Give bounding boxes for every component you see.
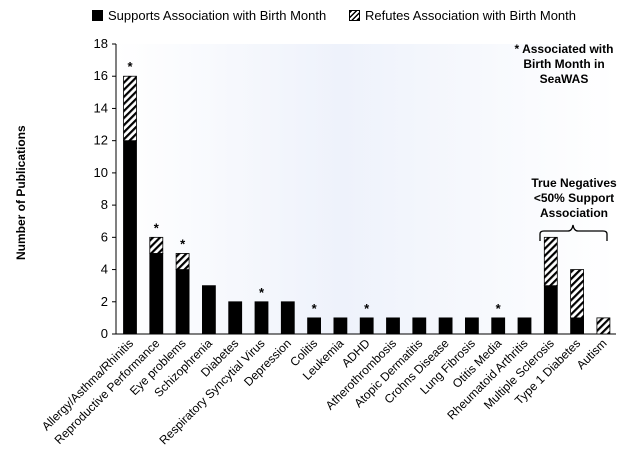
bar-supports	[280, 301, 295, 335]
bar-supports	[254, 301, 269, 335]
seawas-markers: * * * * * * *	[127, 59, 501, 316]
hatched-swatch-icon	[349, 10, 360, 21]
x-tick-label: Autism	[574, 336, 610, 372]
y-tick-label: 18	[94, 36, 108, 51]
bar-refutes	[570, 269, 584, 319]
bar-supports	[491, 317, 506, 335]
seawas-marker: *	[364, 301, 370, 316]
bar-supports	[464, 317, 479, 335]
plot-background	[116, 44, 616, 334]
bar-supports	[201, 285, 216, 335]
bar-refutes	[123, 75, 137, 142]
solid-swatch-icon	[92, 10, 103, 21]
y-tick-label: 6	[101, 229, 108, 244]
seawas-marker: *	[312, 301, 318, 316]
bars	[123, 75, 611, 335]
bar-refutes	[596, 317, 611, 335]
seawas-marker: *	[180, 236, 186, 251]
seawas-marker: *	[496, 301, 502, 316]
legend-supports-label: Supports Association with Birth Month	[108, 8, 327, 23]
bar-supports	[333, 317, 348, 335]
bar-refutes	[149, 236, 164, 254]
bar-refutes	[175, 253, 190, 270]
bar-supports	[228, 301, 243, 335]
seawas-note: * Associated with Birth Month in SeaWAS	[514, 42, 614, 86]
y-tick-label: 0	[101, 326, 108, 341]
bar-supports	[307, 317, 322, 335]
y-tick-label: 8	[101, 197, 108, 212]
y-axis-title: Number of Publications	[14, 125, 28, 260]
y-tick-label: 12	[94, 133, 108, 148]
x-tick-label: Reproductive Performance	[52, 336, 163, 447]
legend-supports: Supports Association with Birth Month	[92, 8, 326, 23]
y-tick-label: 10	[94, 165, 108, 180]
bar-supports	[175, 269, 190, 335]
legend-refutes-label: Refutes Association with Birth Month	[365, 8, 576, 23]
bar-supports	[517, 317, 532, 335]
bar-supports	[570, 317, 584, 335]
y-tick-label: 2	[101, 294, 108, 309]
y-tick-label: 4	[101, 262, 108, 277]
bar-supports	[543, 285, 558, 335]
seawas-marker: *	[259, 285, 265, 300]
seawas-marker: *	[127, 59, 133, 74]
seawas-marker: *	[154, 220, 160, 235]
y-tick-label: 16	[94, 68, 108, 83]
bar-supports	[359, 317, 374, 335]
y-tick-label: 14	[94, 100, 108, 115]
legend-refutes: Refutes Association with Birth Month	[349, 8, 576, 23]
true-negatives-note: True Negatives <50% Support Association	[531, 176, 617, 220]
true-negatives-bracket	[539, 224, 608, 241]
bar-supports	[386, 317, 400, 335]
bar-supports	[149, 253, 164, 335]
bar-supports	[123, 140, 137, 335]
bar-supports	[438, 317, 453, 335]
bar-supports	[412, 317, 427, 335]
bar-refutes	[543, 236, 558, 287]
